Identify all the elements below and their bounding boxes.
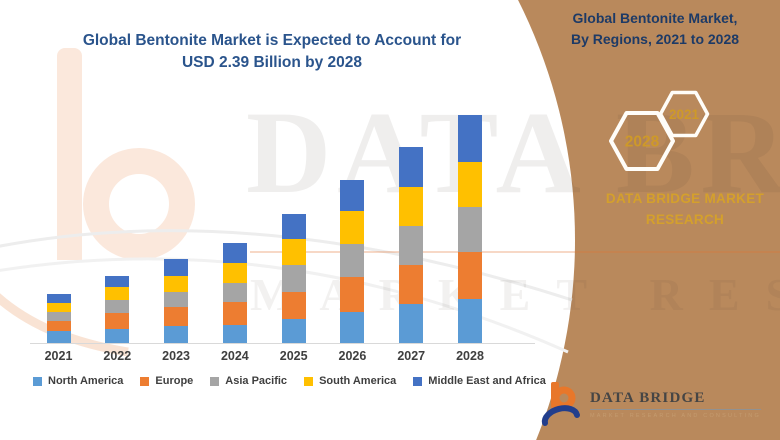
bar-segment xyxy=(399,225,424,265)
bar-segment xyxy=(222,242,247,263)
legend-label: Asia Pacific xyxy=(225,375,288,387)
watermark-underline xyxy=(250,251,780,253)
bar-segment xyxy=(281,319,306,343)
x-axis-label: 2021 xyxy=(44,349,73,363)
bar-segment xyxy=(46,321,71,331)
legend-swatch-icon xyxy=(304,376,314,386)
bar-segment xyxy=(105,286,130,301)
bar-segment xyxy=(458,299,483,343)
legend-swatch-icon xyxy=(210,376,220,386)
legend-label: Europe xyxy=(155,375,194,387)
bar-segment xyxy=(105,300,130,314)
watermark-text-line1: DATA BRIDGE xyxy=(246,87,780,218)
bar-segment xyxy=(46,293,71,304)
hexagon-2021-year: 2021 xyxy=(669,107,700,122)
bar-segment xyxy=(340,211,365,244)
x-axis-label: 2022 xyxy=(103,349,132,363)
legend-label: Middle East and Africa xyxy=(428,375,546,387)
legend-item: Middle East and Africa xyxy=(413,375,546,387)
bar-segment xyxy=(458,115,483,162)
databridge-logo-icon xyxy=(541,382,580,426)
bar-segment xyxy=(340,179,365,212)
sidebar-heading-line2: By Regions, 2021 to 2028 xyxy=(570,31,740,47)
x-axis-label: 2025 xyxy=(279,349,308,363)
legend-item: Europe xyxy=(140,375,193,387)
bar-segment xyxy=(281,238,306,265)
bar-segment xyxy=(399,146,424,187)
bar-2027 xyxy=(399,146,424,343)
sidebar-brand-text: DATA BRIDGE MARKET RESEARCH xyxy=(585,188,780,230)
bar-segment xyxy=(222,302,247,325)
x-axis-label: 2023 xyxy=(162,349,190,363)
bar-segment xyxy=(340,311,365,343)
bar-2028 xyxy=(458,115,483,343)
bar-segment xyxy=(399,303,424,343)
hexagon-badges: 2021 2028 xyxy=(609,90,710,171)
legend-label: North America xyxy=(48,375,124,387)
chart-title: Global Bentonite Market is Expected to A… xyxy=(62,30,482,74)
bar-segment xyxy=(458,252,483,300)
bar-segment xyxy=(458,206,483,253)
bar-segment xyxy=(46,330,71,343)
bar-segment xyxy=(222,282,247,303)
bar-segment xyxy=(105,328,130,343)
legend-swatch-icon xyxy=(33,376,42,386)
legend-swatch-icon xyxy=(140,376,150,386)
bar-segment xyxy=(340,243,365,278)
bar-segment xyxy=(46,303,71,312)
bar-segment xyxy=(281,214,306,239)
bar-segment xyxy=(399,264,424,304)
bar-segment xyxy=(281,292,306,320)
bar-segment xyxy=(458,161,483,207)
bar-segment xyxy=(164,306,189,326)
bar-segment xyxy=(105,276,130,287)
bar-segment xyxy=(222,262,247,283)
bar-segment xyxy=(222,324,247,343)
hexagon-2028-year: 2028 xyxy=(625,134,660,151)
bar-segment xyxy=(340,277,365,312)
bar-segment xyxy=(164,276,189,293)
legend-label: South America xyxy=(319,375,397,387)
legend: North America Europe Asia Pacific South Ame… xyxy=(33,375,553,387)
x-axis-label: 2027 xyxy=(397,349,426,363)
bar-segment xyxy=(281,264,306,293)
x-axis-label: 2024 xyxy=(220,349,249,363)
databridge-logo-text: DATA BRIDGE MARKET RESEARCH AND CONSULTI… xyxy=(590,390,761,429)
sidebar-brand-line2: RESEARCH xyxy=(645,212,725,227)
legend-swatch-icon xyxy=(413,376,423,386)
sidebar-heading: Global Bentonite Market, By Regions, 202… xyxy=(540,8,770,50)
databridge-wordmark: DATA BRIDGE xyxy=(590,390,761,410)
bar-segment xyxy=(105,313,130,329)
bar-segment xyxy=(46,311,71,322)
x-axis-label: 2028 xyxy=(456,349,484,363)
bar-2021 xyxy=(46,293,71,343)
sidebar-heading-line1: Global Bentonite Market, xyxy=(572,10,738,26)
bar-segment xyxy=(399,186,424,226)
x-axis-line xyxy=(30,343,535,344)
bar-segment xyxy=(164,259,189,277)
bar-segment xyxy=(164,325,189,343)
hexagon-2028-icon xyxy=(609,111,675,171)
legend-item: North America xyxy=(33,375,123,387)
bar-segment xyxy=(164,292,189,307)
x-axis-label: 2026 xyxy=(338,349,367,363)
hexagon-2021-icon xyxy=(658,90,710,138)
databridge-tagline: MARKET RESEARCH AND CONSULTING xyxy=(590,413,761,419)
watermark-text-line2: MARKET RESEARCH xyxy=(250,269,780,320)
chart-title-line2: USD 2.39 Billion by 2028 xyxy=(181,54,363,71)
sidebar-brand-line1: DATA BRIDGE MARKET xyxy=(605,191,765,206)
watermark-b-logo-stem xyxy=(57,48,82,260)
bar-2022 xyxy=(105,276,130,343)
bar-2023 xyxy=(164,259,189,343)
databridge-logo: DATA BRIDGE MARKET RESEARCH AND CONSULTI… xyxy=(538,381,761,429)
bar-2026 xyxy=(340,179,365,343)
bar-2025 xyxy=(281,214,306,343)
legend-item: South America xyxy=(304,375,396,387)
chart-title-line1: Global Bentonite Market is Expected to A… xyxy=(82,32,462,49)
legend-item: Asia Pacific xyxy=(210,375,287,387)
bar-2024 xyxy=(222,242,247,343)
